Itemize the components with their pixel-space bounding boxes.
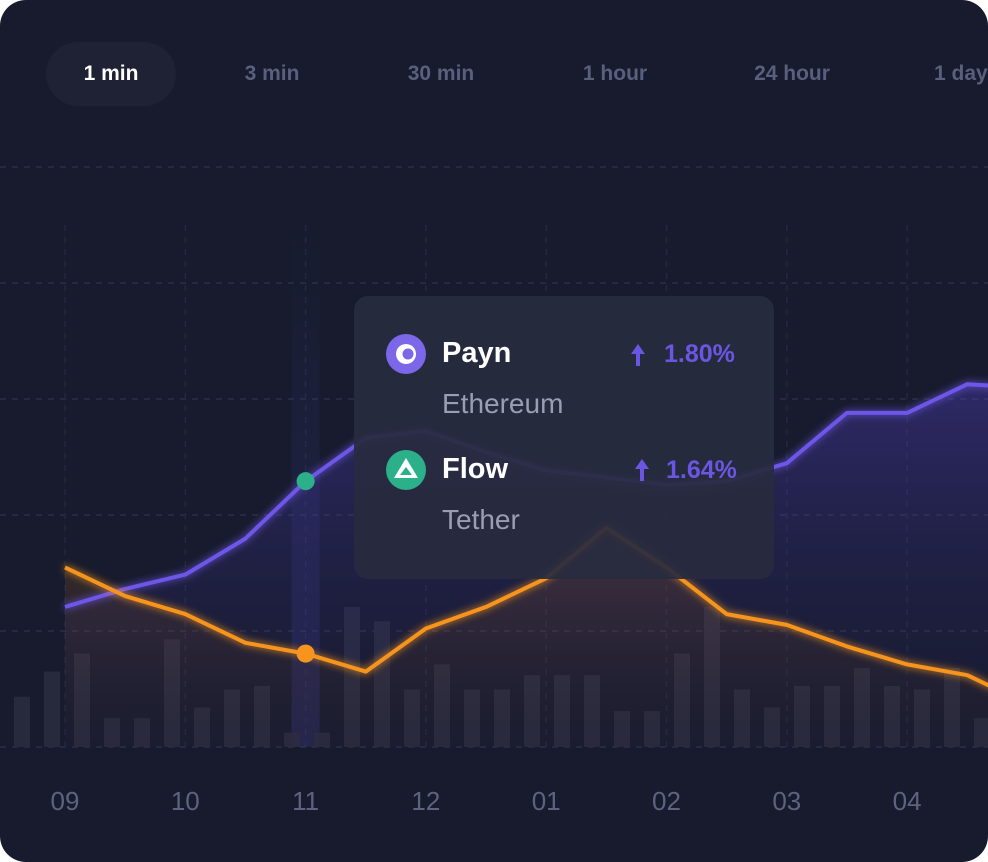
x-tick-label: 04 <box>892 786 922 816</box>
payn-name: Payn <box>442 337 512 369</box>
payn-change: 1.80% <box>664 340 735 368</box>
payn-marker[interactable] <box>296 472 315 491</box>
flow-marker[interactable] <box>296 644 315 663</box>
volume-bar <box>14 696 30 747</box>
tab-1-day[interactable]: 1 day <box>934 62 988 85</box>
arrow-up-icon <box>631 344 645 366</box>
flow-change: 1.64% <box>666 456 737 484</box>
x-tick-label: 03 <box>772 786 802 816</box>
x-tick-label: 11 <box>292 786 320 816</box>
tab-1-hour[interactable]: 1 hour <box>582 62 648 85</box>
x-tick-label: 02 <box>652 786 681 816</box>
flow-icon <box>386 450 426 490</box>
x-tick-label: 09 <box>50 786 80 816</box>
x-tick-label: 10 <box>170 786 200 816</box>
timeframe-tabs: 1 min 3 min 30 min 1 hour 24 hour 1 day <box>0 42 988 106</box>
payn-network: Ethereum <box>442 388 564 419</box>
tab-1-min[interactable]: 1 min <box>46 42 176 106</box>
flow-name: Flow <box>442 453 509 485</box>
payn-icon <box>386 334 426 374</box>
tab-24-hour[interactable]: 24 hour <box>754 62 830 85</box>
tab-30-min[interactable]: 30 min <box>407 62 475 85</box>
volume-bar <box>44 671 60 747</box>
arrow-up-icon <box>635 459 649 481</box>
x-tick-label: 01 <box>531 786 561 816</box>
x-tick-label: 12 <box>411 786 441 816</box>
flow-network: Tether <box>442 504 520 535</box>
flow-area <box>65 527 988 747</box>
tooltip: Payn 1.80% Ethereum Flow 1.64% Tether <box>354 296 774 579</box>
tab-3-min[interactable]: 3 min <box>244 62 300 85</box>
